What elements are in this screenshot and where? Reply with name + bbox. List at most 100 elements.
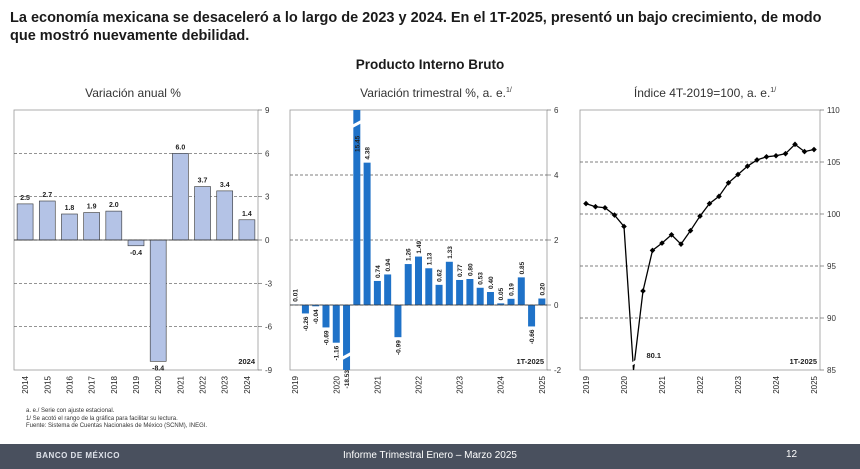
- bar-value-label: 2.5: [20, 195, 30, 202]
- quarterly-bar: [415, 256, 422, 305]
- y-tick-label: 110: [827, 106, 840, 115]
- x-tick-label: 2021: [658, 375, 667, 393]
- bar-value-label: 0.53: [478, 272, 485, 285]
- x-tick-label: 2021: [176, 375, 185, 393]
- bar-value-label: 2.0: [109, 202, 119, 209]
- bar-value-label: 0.01: [293, 289, 300, 302]
- y-tick-label: 6: [265, 149, 270, 158]
- index-point: [592, 203, 599, 210]
- x-tick-label: 2024: [497, 375, 506, 393]
- y-tick-label: 85: [827, 366, 836, 375]
- quarterly-bar: [312, 305, 320, 307]
- title-superscript: 1/: [770, 87, 776, 94]
- bar-value-label: 2.7: [42, 192, 52, 199]
- x-tick-label: 2016: [65, 375, 74, 393]
- axis-break-mark: [627, 358, 640, 368]
- bar-value-label: -0.69: [323, 330, 330, 345]
- headline: La economía mexicana se desaceleró a lo …: [10, 10, 822, 44]
- y-tick-label: 90: [827, 314, 836, 323]
- y-tick-label: 0: [265, 236, 270, 245]
- bar-value-label: 1.9: [87, 204, 97, 211]
- y-tick-label: 4: [554, 171, 559, 180]
- bar-value-label: 0.40: [488, 276, 495, 289]
- annual-bar: [194, 186, 211, 241]
- quarterly-bar: [384, 274, 392, 305]
- x-tick-label: 2023: [456, 375, 465, 393]
- footnote-range: 1/ Se acotó el rango de la gráfica para …: [26, 415, 178, 422]
- y-tick-label: 105: [827, 158, 841, 167]
- bar-value-label: 1.4: [242, 211, 252, 218]
- x-tick-label: 2020: [154, 375, 163, 393]
- annual-bar: [149, 239, 167, 362]
- bar-value-label: 0.62: [437, 269, 444, 282]
- quarterly-bar: [456, 279, 464, 305]
- bar-value-label: 0.05: [498, 287, 505, 300]
- quarterly-bar: [435, 284, 443, 305]
- index-point: [706, 200, 713, 207]
- footer-title: Informe Trimestral Enero – Marzo 2025: [343, 450, 517, 461]
- bar-value-label: 1.8: [65, 205, 75, 212]
- banxico-logo: BANCO DE MÉXICO: [36, 451, 120, 460]
- annual-bar: [61, 213, 78, 241]
- index-point: [782, 150, 789, 157]
- bar-value-label: 3.4: [220, 182, 230, 189]
- annual-bar: [172, 153, 189, 241]
- bar-value-label: 0.20: [539, 282, 546, 295]
- quarterly-bar: [466, 279, 474, 305]
- corner-label: 2024: [238, 357, 256, 366]
- bar-value-label: 0.85: [519, 261, 526, 274]
- index-point: [697, 213, 703, 219]
- x-tick-label: 2022: [199, 375, 208, 393]
- bar-value-label: 1.13: [426, 252, 433, 265]
- quarterly-bar: [363, 162, 371, 305]
- x-tick-label: 2020: [620, 375, 629, 393]
- bar-value-label: -1.16: [334, 345, 341, 360]
- index-point: [735, 171, 741, 178]
- index-point: [668, 232, 675, 238]
- index-point: [763, 154, 770, 160]
- index-point: [678, 241, 684, 247]
- bar-value-label: 0.77: [457, 264, 464, 277]
- annual-bar: [38, 200, 56, 241]
- quarterly-bar: [301, 305, 309, 314]
- min-value-annotation: 80.1: [647, 351, 662, 360]
- annual-bar: [127, 239, 145, 247]
- index-point: [801, 148, 808, 155]
- x-tick-label: 2023: [734, 375, 743, 393]
- x-tick-label: 2019: [582, 375, 591, 393]
- bar-value-label: 3.7: [198, 178, 208, 185]
- axis-break-mark: [350, 119, 364, 129]
- index-point: [744, 163, 751, 169]
- index-point: [659, 240, 665, 246]
- chart-title: Variación anual %: [85, 86, 181, 100]
- annual-bar: [105, 210, 123, 241]
- corner-label: 1T-2025: [516, 357, 544, 366]
- x-tick-label: 2025: [810, 375, 819, 393]
- x-tick-label: 2022: [415, 375, 424, 393]
- bar-value-label: 1.49: [416, 241, 423, 254]
- bar-value-label: 6.0: [175, 144, 185, 151]
- y-tick-label: 6: [554, 106, 559, 115]
- quarterly-bar: [394, 305, 402, 338]
- index-point: [773, 152, 779, 159]
- x-tick-label: 2022: [696, 375, 705, 393]
- bar-value-label: -0.66: [529, 329, 536, 344]
- y-tick-label: 100: [827, 210, 841, 219]
- index-point: [649, 247, 656, 254]
- y-tick-label: -3: [265, 279, 273, 288]
- quarterly-bar: [404, 264, 412, 305]
- page-number: 12: [786, 449, 798, 460]
- annual-bar: [238, 219, 256, 241]
- section-title: Producto Interno Bruto: [355, 57, 505, 72]
- quarterly-bar: [343, 305, 351, 370]
- footnotes: a. e./ Serie con ajuste estacional. 1/ S…: [26, 408, 207, 431]
- index-point: [725, 180, 732, 186]
- bar-value-label: 0.19: [509, 283, 516, 296]
- bar-value-label: 0.94: [385, 258, 392, 271]
- plot-frame: [579, 109, 821, 371]
- index-point: [621, 223, 627, 230]
- bar-value-label: 0.80: [467, 263, 474, 276]
- bar-value-label: -8.4: [152, 365, 164, 372]
- bar-value-label: -0.99: [395, 340, 402, 355]
- y-tick-label: 95: [827, 262, 836, 271]
